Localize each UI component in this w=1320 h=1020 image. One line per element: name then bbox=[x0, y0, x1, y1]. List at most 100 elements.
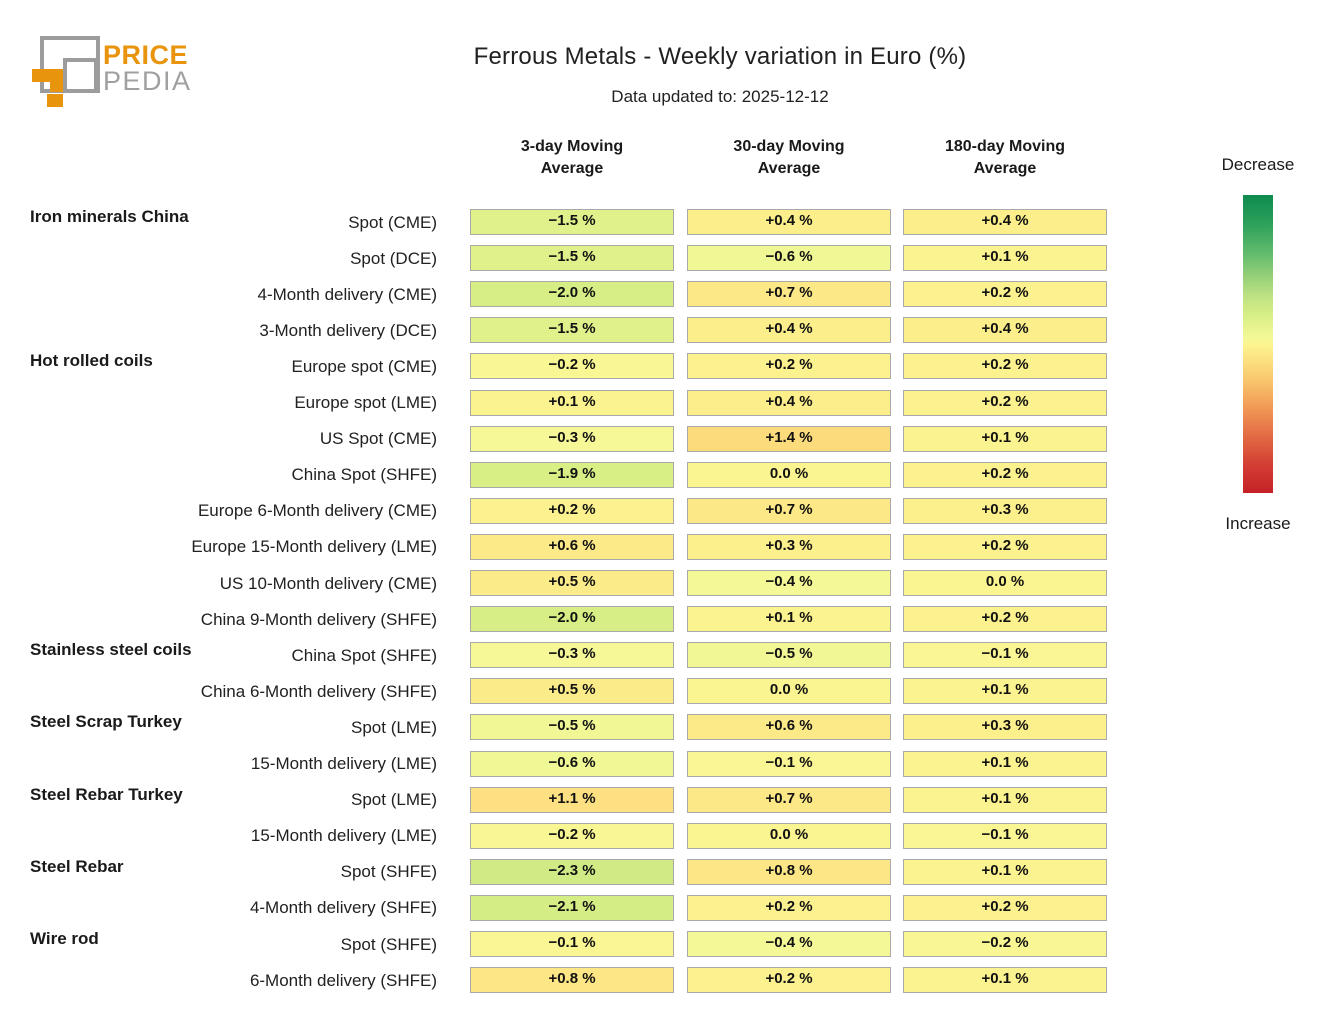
row-label: 3-Month delivery (DCE) bbox=[259, 320, 437, 340]
row-label: Europe spot (CME) bbox=[291, 356, 438, 376]
heatmap-cell: +0.7 % bbox=[687, 497, 891, 524]
heatmap-cell: +0.1 % bbox=[903, 967, 1107, 994]
legend-increase-label: Increase bbox=[1225, 514, 1291, 533]
heatmap-cell: −0.1 % bbox=[470, 931, 674, 957]
row-label: Spot (SHFE) bbox=[340, 934, 437, 954]
row-label: Spot (LME) bbox=[351, 717, 437, 737]
heatmap-cell: −1.9 % bbox=[470, 461, 674, 488]
heatmap-cell: +0.2 % bbox=[687, 967, 891, 994]
heatmap-cell: +0.4 % bbox=[903, 317, 1107, 344]
heatmap-cell: +0.2 % bbox=[903, 281, 1107, 308]
heatmap-cell: −1.5 % bbox=[470, 245, 674, 272]
heatmap-cell: −0.6 % bbox=[687, 245, 891, 272]
heatmap-cell: −0.5 % bbox=[687, 642, 891, 669]
heatmap-cell: +0.2 % bbox=[903, 353, 1107, 380]
heatmap-cell: +0.4 % bbox=[903, 209, 1107, 235]
row-label: Spot (SHFE) bbox=[340, 862, 437, 882]
row-label: Europe 6-Month delivery (CME) bbox=[197, 501, 437, 521]
heatmap-cell: +0.7 % bbox=[687, 281, 891, 308]
row-label: US Spot (CME) bbox=[319, 429, 437, 449]
heatmap-cell: +0.2 % bbox=[687, 894, 891, 921]
pricepedia-logo-icon: PRICE PEDIA bbox=[32, 36, 192, 107]
heatmap-cell: 0.0 % bbox=[903, 570, 1107, 596]
column-header-180day-ma-label: 180-day Moving Average bbox=[944, 138, 1066, 177]
heatmap-cell: +0.1 % bbox=[903, 858, 1107, 885]
row-label: China Spot (SHFE) bbox=[291, 465, 438, 485]
row-label: 4-Month delivery (CME) bbox=[257, 284, 438, 304]
row-group-label: Wire rod bbox=[30, 929, 99, 948]
heatmap-cell: +0.1 % bbox=[470, 389, 674, 416]
row-group-label: Hot rolled coils bbox=[30, 351, 153, 371]
heatmap-cell: +0.8 % bbox=[687, 858, 891, 885]
column-header-180day-ma: 180-day Moving Average bbox=[903, 136, 1107, 179]
colorbar-gradient bbox=[1243, 195, 1273, 493]
row-group-label: Steel Rebar bbox=[30, 856, 124, 876]
row-group-label: Steel Rebar Turkey bbox=[30, 784, 183, 804]
row-label: China Spot (SHFE) bbox=[291, 645, 438, 665]
row-label: Europe spot (LME) bbox=[294, 393, 437, 412]
row-label: Europe 15-Month delivery (LME) bbox=[191, 537, 437, 557]
heatmap-cell: +0.2 % bbox=[903, 894, 1107, 921]
row-label: US 10-Month delivery (CME) bbox=[219, 573, 437, 593]
heatmap-cell: −0.1 % bbox=[687, 750, 891, 777]
heatmap-cell: +1.1 % bbox=[470, 786, 674, 813]
heatmap-cell: −0.4 % bbox=[687, 570, 891, 596]
chart-title: Ferrous Metals - Weekly variation in Eur… bbox=[473, 43, 967, 70]
heatmap-cell: +0.5 % bbox=[470, 678, 674, 705]
heatmap-cell: +0.2 % bbox=[687, 353, 891, 380]
row-label: Spot (LME) bbox=[351, 790, 437, 810]
heatmap-cell: −2.0 % bbox=[470, 281, 674, 308]
heatmap-cell: +0.4 % bbox=[687, 209, 891, 235]
heatmap-cell: −0.1 % bbox=[903, 822, 1107, 849]
pricepedia-logo: PRICE PEDIA bbox=[30, 33, 200, 115]
column-header-3day-ma-label: 3-day Moving Average bbox=[520, 138, 624, 177]
heatmap-cell: +0.1 % bbox=[903, 786, 1107, 813]
heatmap-cell: +0.1 % bbox=[903, 425, 1107, 452]
heatmap-cell: −2.0 % bbox=[470, 606, 674, 633]
heatmap-cell: +0.3 % bbox=[903, 714, 1107, 741]
heatmap-cell: +0.7 % bbox=[687, 786, 891, 813]
heatmap-cell: +0.6 % bbox=[470, 533, 674, 560]
logo-brand-price: PRICE bbox=[103, 40, 188, 70]
column-header-30day-ma-label: 30-day Moving Average bbox=[733, 138, 845, 177]
heatmap-cell: +0.4 % bbox=[687, 389, 891, 416]
heatmap-cell: −0.2 % bbox=[470, 822, 674, 849]
row-label: 15-Month delivery (LME) bbox=[250, 754, 437, 773]
heatmap-cell: +0.2 % bbox=[903, 389, 1107, 416]
heatmap-cell: −1.5 % bbox=[470, 209, 674, 235]
heatmap-cell: +1.4 % bbox=[687, 425, 891, 452]
row-label: 4-Month delivery (SHFE) bbox=[249, 898, 437, 918]
heatmap-cell: −0.1 % bbox=[903, 642, 1107, 669]
heatmap-cell: −0.3 % bbox=[470, 425, 674, 452]
heatmap-cell: +0.1 % bbox=[903, 678, 1107, 705]
heatmap-cell: −0.5 % bbox=[470, 714, 674, 741]
heatmap-cell: −2.1 % bbox=[470, 894, 674, 921]
heatmap-cell: 0.0 % bbox=[687, 678, 891, 705]
row-group-label: Stainless steel coils bbox=[30, 640, 192, 660]
column-header-30day-ma: 30-day Moving Average bbox=[687, 136, 891, 179]
row-label: 6-Month delivery (SHFE) bbox=[249, 970, 437, 990]
heatmap-cell: +0.2 % bbox=[903, 461, 1107, 488]
heatmap-cell: +0.6 % bbox=[687, 714, 891, 741]
heatmap-cell: −0.4 % bbox=[687, 931, 891, 957]
row-group-label: Iron minerals China bbox=[30, 207, 189, 226]
heatmap-cell: +0.2 % bbox=[470, 497, 674, 524]
row-label: Spot (DCE) bbox=[350, 248, 437, 268]
heatmap-cell: −0.3 % bbox=[470, 642, 674, 669]
row-label: China 6-Month delivery (SHFE) bbox=[200, 681, 437, 701]
heatmap-cell: +0.4 % bbox=[687, 317, 891, 344]
heatmap-cell: −0.2 % bbox=[903, 931, 1107, 957]
heatmap-cell: +0.2 % bbox=[903, 533, 1107, 560]
heatmap-cell: +0.8 % bbox=[470, 967, 674, 994]
column-header-3day-ma: 3-day Moving Average bbox=[470, 136, 674, 179]
legend-decrease-label: Decrease bbox=[1221, 155, 1295, 174]
heatmap-cell: +0.1 % bbox=[903, 750, 1107, 777]
heatmap-cell: 0.0 % bbox=[687, 822, 891, 849]
heatmap-cell: +0.2 % bbox=[903, 606, 1107, 633]
heatmap-cell: −0.6 % bbox=[470, 750, 674, 777]
heatmap-cell: +0.3 % bbox=[687, 533, 891, 560]
heatmap-cell: 0.0 % bbox=[687, 461, 891, 488]
heatmap-cell: −0.2 % bbox=[470, 353, 674, 380]
logo-brand-pedia: PEDIA bbox=[103, 66, 192, 96]
chart-subtitle: Data updated to: 2025-12-12 bbox=[611, 87, 829, 106]
